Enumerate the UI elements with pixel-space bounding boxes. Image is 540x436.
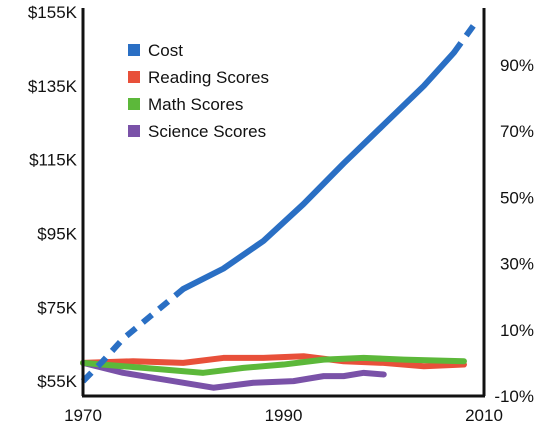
left-tick-label: $115K xyxy=(29,151,78,170)
series-line-math-scores xyxy=(80,354,467,376)
right-tick-label: 50% xyxy=(500,188,534,207)
series-line-cost xyxy=(180,49,457,292)
legend-label-science-scores: Science Scores xyxy=(148,122,266,141)
legend-label-reading-scores: Reading Scores xyxy=(148,68,269,87)
left-tick-label: $135K xyxy=(28,77,78,96)
x-tick-label: 1990 xyxy=(265,406,303,425)
series-line-reading-scores xyxy=(80,353,467,370)
left-tick-label: $155K xyxy=(28,3,78,22)
right-tick-label: -10% xyxy=(494,387,534,406)
series-layer xyxy=(80,23,477,391)
legend-swatch-reading-scores xyxy=(128,71,140,83)
left-tick-label: $75K xyxy=(37,298,77,317)
legend-label-cost: Cost xyxy=(148,41,183,60)
legend: Cost Reading Scores Math Scores Science Sco… xyxy=(128,41,269,141)
series-line-cost-dashed xyxy=(451,23,477,55)
right-axis: -10% 10% 30% 50% 70% 90% xyxy=(494,56,534,406)
right-tick-label: 10% xyxy=(500,321,534,340)
legend-label-math-scores: Math Scores xyxy=(148,95,243,114)
left-axis: $55K $75K $95K $115K $135K $155K xyxy=(28,3,78,391)
left-tick-label: $95K xyxy=(37,225,77,244)
x-axis: 1970 1990 2010 xyxy=(64,406,503,425)
right-tick-label: 30% xyxy=(500,255,534,274)
x-tick-label: 2010 xyxy=(465,406,503,425)
legend-swatch-cost xyxy=(128,44,140,56)
legend-swatch-math-scores xyxy=(128,98,140,110)
axes xyxy=(81,8,486,398)
left-tick-label: $55K xyxy=(37,372,77,391)
legend-swatch-science-scores xyxy=(128,125,140,137)
series-line-cost-dashed xyxy=(80,286,186,384)
series-line-science-scores xyxy=(80,359,387,391)
x-tick-label: 1970 xyxy=(64,406,102,425)
right-tick-label: 70% xyxy=(500,122,534,141)
right-tick-label: 90% xyxy=(500,56,534,75)
